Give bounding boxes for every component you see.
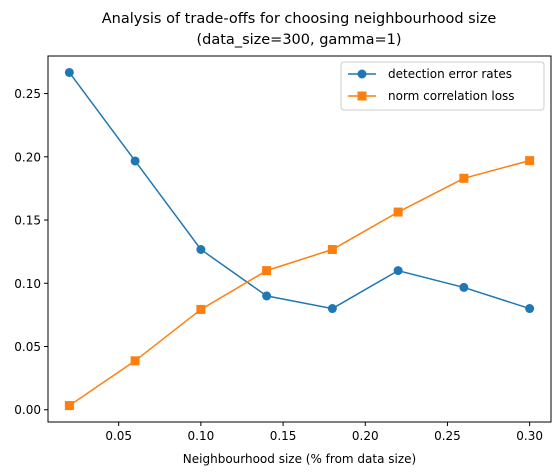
data-point-detection-error-rates <box>393 266 403 276</box>
data-point-detection-error-rates <box>196 244 206 254</box>
y-tick-label: 0.00 <box>14 403 41 417</box>
data-point-norm-correlation-loss <box>262 266 272 276</box>
x-tick-label: 0.05 <box>105 429 132 443</box>
data-point-norm-correlation-loss <box>525 156 535 166</box>
x-tick-label: 0.10 <box>188 429 215 443</box>
y-tick-label: 0.15 <box>14 214 41 228</box>
data-point-detection-error-rates <box>64 67 74 77</box>
series-layer <box>64 67 535 411</box>
x-tick-label: 0.25 <box>434 429 461 443</box>
plot-background <box>48 56 551 422</box>
data-point-detection-error-rates <box>262 291 272 301</box>
plot-area <box>48 56 551 422</box>
x-axis: 0.05 0.10 0.15 0.20 0.25 0.30 <box>105 422 543 443</box>
data-point-norm-correlation-loss <box>393 207 403 217</box>
x-tick-label: 0.30 <box>516 429 543 443</box>
legend-label-detection-error-rates: detection error rates <box>388 67 512 81</box>
legend-marker-norm-correlation-loss <box>357 91 367 101</box>
data-point-norm-correlation-loss <box>327 244 337 254</box>
series-line-detection-error-rates <box>68 71 530 310</box>
data-point-norm-correlation-loss <box>130 356 140 366</box>
series-line-norm-correlation-loss <box>68 159 530 407</box>
y-tick-label: 0.10 <box>14 277 41 291</box>
data-point-norm-correlation-loss <box>64 401 74 411</box>
legend-label-norm-correlation-loss: norm correlation loss <box>388 89 515 103</box>
x-axis-label: Neighbourhood size (% from data size) <box>183 452 416 466</box>
legend-marker-detection-error-rates <box>357 69 367 79</box>
y-tick-label: 0.20 <box>14 150 41 164</box>
legend: detection error rates norm correlation l… <box>340 61 545 111</box>
chart-title-line-1: Analysis of trade-offs for choosing neig… <box>102 11 497 27</box>
data-point-detection-error-rates <box>525 304 535 314</box>
x-tick-label: 0.15 <box>270 429 297 443</box>
y-tick-label: 0.05 <box>14 340 41 354</box>
x-tick-label: 0.20 <box>352 429 379 443</box>
legend-box <box>340 61 545 111</box>
data-point-norm-correlation-loss <box>196 304 206 314</box>
data-point-detection-error-rates <box>327 304 337 314</box>
data-point-detection-error-rates <box>130 156 140 166</box>
data-point-norm-correlation-loss <box>459 173 469 183</box>
data-point-detection-error-rates <box>459 282 469 292</box>
plot-frame <box>47 55 552 423</box>
y-axis: 0.00 0.05 0.10 0.15 0.20 0.25 <box>14 87 48 417</box>
y-tick-label: 0.25 <box>14 87 41 101</box>
chart-title-line-2: (data_size=300, gamma=1) <box>197 32 402 48</box>
